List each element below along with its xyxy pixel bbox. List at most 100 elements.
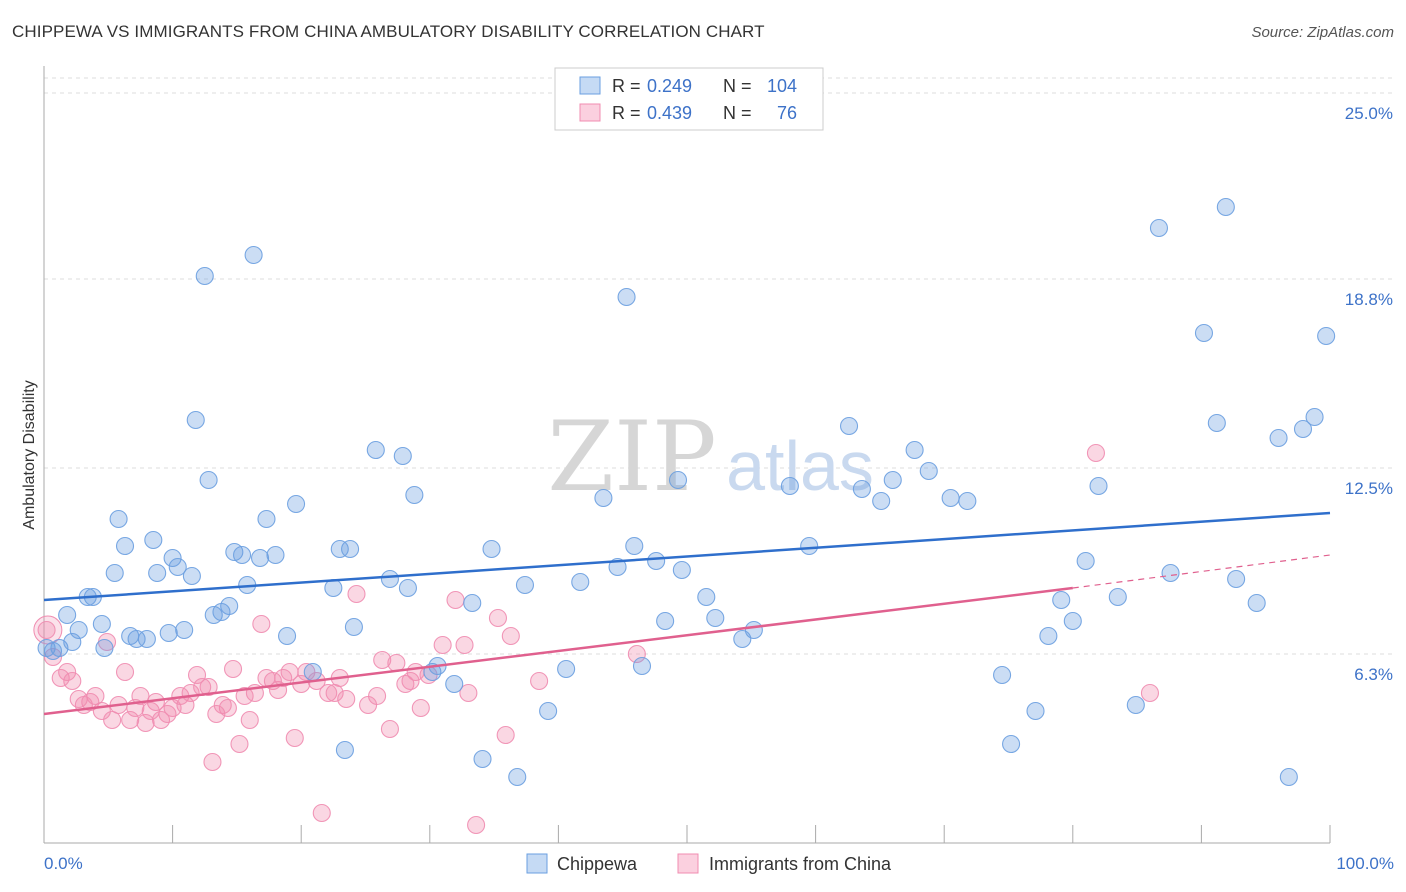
data-point-china (37, 620, 56, 640)
data-point-chippewa (905, 440, 924, 460)
data-point-chippewa (1161, 563, 1180, 583)
data-point-chippewa (780, 476, 799, 496)
data-point-chippewa (195, 266, 214, 286)
stats-swatch-china (579, 103, 601, 122)
watermark-zip: ZIP (547, 401, 716, 513)
data-point-chippewa (557, 659, 576, 679)
data-point-chippewa (186, 410, 205, 430)
data-point-chippewa (672, 560, 691, 580)
data-point-chippewa (1108, 587, 1127, 607)
data-point-chippewa (330, 539, 349, 559)
data-point-chippewa (105, 563, 124, 583)
data-point-chippewa (303, 662, 322, 682)
data-point-chippewa (958, 491, 977, 511)
data-point-chippewa (515, 575, 535, 595)
data-point-china (285, 728, 304, 748)
data-point-chippewa (144, 530, 163, 550)
data-point-chippewa (199, 470, 218, 490)
data-point-chippewa (1279, 767, 1298, 787)
data-point-chippewa (366, 440, 385, 460)
data-point-chippewa (1026, 701, 1045, 721)
data-point-chippewa (95, 638, 114, 658)
legend-swatch-chippewa (526, 853, 548, 874)
data-point-china (235, 686, 254, 706)
data-point-chippewa (706, 608, 725, 628)
data-point-china (103, 710, 122, 730)
legend-label-china: Immigrants from China (709, 854, 892, 874)
data-point-china (411, 698, 430, 718)
data-point-chippewa (1063, 611, 1082, 631)
data-point-chippewa (668, 470, 688, 490)
data-point-chippewa (697, 587, 716, 607)
watermark-atlas: atlas (726, 427, 874, 505)
stats-n-label-china: N = (723, 103, 752, 123)
data-point-china (203, 752, 222, 772)
data-point-chippewa (92, 614, 111, 634)
data-point-china (218, 698, 237, 718)
y-tick-label: 25.0% (1345, 104, 1393, 123)
data-point-chippewa (647, 551, 666, 571)
data-point-china (213, 695, 232, 715)
data-point-chippewa (137, 629, 156, 649)
data-point-chippewa (257, 509, 276, 529)
data-point-chippewa (175, 620, 194, 640)
data-point-china (1140, 683, 1160, 703)
data-point-china (1086, 443, 1105, 463)
data-point-china (337, 689, 356, 709)
data-point-chippewa (344, 617, 363, 637)
data-point-chippewa (993, 665, 1012, 685)
data-point-chippewa (159, 623, 178, 643)
data-point-chippewa (148, 563, 167, 583)
data-point-chippewa (473, 749, 492, 769)
data-point-china (58, 662, 77, 682)
data-point-chippewa (852, 479, 871, 499)
data-point-chippewa (872, 491, 891, 511)
data-point-chippewa (608, 557, 627, 577)
data-point-chippewa (539, 701, 558, 721)
data-point-chippewa (398, 578, 417, 598)
data-point-chippewa (69, 620, 88, 640)
data-point-china (187, 665, 207, 685)
data-point-china (207, 704, 226, 724)
data-point-china (121, 710, 140, 730)
watermark: ZIP atlas (547, 401, 874, 513)
data-point-chippewa (232, 545, 252, 565)
data-point-chippewa (883, 470, 902, 490)
y-tick-label: 18.8% (1345, 290, 1393, 309)
data-point-chippewa (182, 566, 201, 586)
data-point-china (319, 683, 338, 703)
data-point-chippewa (168, 557, 187, 577)
stats-r-value-chippewa: 0.249 (647, 76, 692, 96)
data-point-chippewa (744, 620, 763, 640)
source-label: Source: ZipAtlas.com (1251, 24, 1394, 41)
data-point-chippewa (109, 509, 128, 529)
data-point-chippewa (115, 536, 135, 556)
chart-title: CHIPPEWA VS IMMIGRANTS FROM CHINA AMBULA… (12, 22, 765, 41)
data-point-china (467, 815, 486, 835)
data-point-chippewa (1305, 407, 1324, 427)
data-point-china (627, 644, 646, 664)
data-point-chippewa (1002, 734, 1021, 754)
data-point-chippewa (250, 548, 270, 568)
data-point-china (63, 671, 82, 691)
data-point-china (252, 614, 271, 634)
data-point-chippewa (1039, 626, 1058, 646)
y-tick-label: 12.5% (1345, 479, 1393, 498)
data-point-china (158, 704, 177, 724)
data-point-chippewa (163, 548, 182, 568)
data-point-china (230, 734, 249, 754)
y-tick-label: 6.3% (1354, 665, 1393, 684)
data-point-china (488, 608, 508, 628)
data-point-chippewa (445, 674, 464, 694)
data-point-chippewa (632, 656, 652, 676)
data-point-china (501, 626, 520, 646)
data-point-china (373, 650, 392, 670)
data-point-chippewa (482, 539, 501, 559)
stats-swatch-chippewa (579, 76, 601, 95)
data-point-chippewa (1052, 590, 1071, 610)
data-point-chippewa (508, 767, 527, 787)
stats-n-label-chippewa: N = (723, 76, 752, 96)
data-point-china (43, 647, 63, 667)
data-point-chippewa (405, 485, 424, 505)
